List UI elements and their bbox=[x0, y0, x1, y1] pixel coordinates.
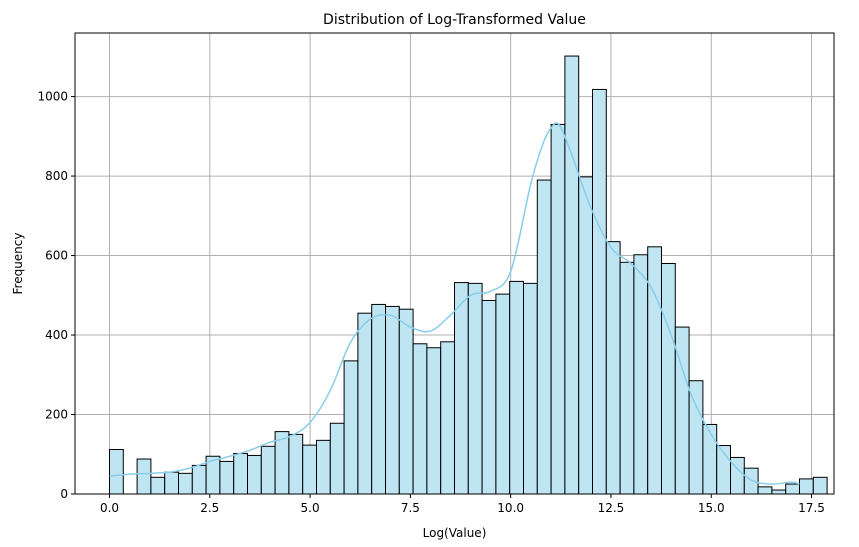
histogram-bar bbox=[440, 341, 456, 495]
x-axis-ticks: 0.0 2.5 5.0 7.5 10.0 12.5 15.0 17.5 bbox=[100, 494, 825, 515]
y-tick-label: 0 bbox=[60, 487, 68, 501]
histogram-bar bbox=[329, 422, 345, 495]
histogram-bar bbox=[343, 360, 359, 495]
histogram-bar bbox=[191, 464, 207, 495]
histogram-bar bbox=[164, 471, 179, 495]
histogram-bar bbox=[564, 55, 580, 495]
y-tick-label: 400 bbox=[45, 328, 68, 342]
x-tick-label: 7.5 bbox=[401, 501, 420, 515]
histogram-bar bbox=[605, 241, 621, 495]
y-tick-label: 1000 bbox=[37, 90, 68, 104]
kde-curve bbox=[109, 122, 800, 485]
histogram-bar bbox=[509, 280, 525, 495]
histogram-bar bbox=[799, 478, 814, 495]
histogram-bar bbox=[661, 263, 676, 495]
histogram-bar bbox=[178, 472, 193, 495]
chart-title: Distribution of Log-Transformed Value bbox=[323, 12, 586, 28]
histogram-bar bbox=[812, 476, 828, 495]
histogram-bar bbox=[260, 445, 276, 495]
histogram-bar bbox=[619, 261, 635, 495]
histogram-bar bbox=[412, 343, 428, 495]
histogram-bar bbox=[109, 448, 124, 495]
x-tick-label: 17.5 bbox=[798, 501, 825, 515]
histogram-bar bbox=[302, 444, 318, 495]
histogram-bar bbox=[467, 282, 483, 495]
histogram-bar bbox=[398, 308, 414, 495]
x-tick-label: 10.0 bbox=[497, 501, 524, 515]
histogram-bars bbox=[109, 55, 828, 495]
histogram-bar bbox=[426, 347, 442, 495]
histogram-bar bbox=[550, 123, 566, 495]
histogram-bar bbox=[385, 305, 400, 495]
histogram-bar bbox=[495, 293, 511, 495]
x-tick-label: 12.5 bbox=[598, 501, 625, 515]
histogram-bar bbox=[233, 452, 248, 495]
histogram-bar bbox=[357, 312, 373, 495]
kde-curve-group bbox=[109, 122, 800, 485]
histogram-bar bbox=[136, 458, 152, 495]
histogram-bar bbox=[743, 467, 759, 495]
histogram-bar bbox=[481, 299, 497, 495]
histogram-bar bbox=[702, 423, 718, 495]
histogram-bar bbox=[219, 460, 235, 495]
histogram-bar bbox=[771, 489, 787, 495]
histogram-bar bbox=[536, 179, 552, 495]
histogram-bar bbox=[371, 303, 387, 495]
histogram-bar bbox=[247, 454, 262, 495]
histogram-bar bbox=[288, 433, 304, 495]
x-tick-label: 2.5 bbox=[200, 501, 219, 515]
histogram-bar bbox=[523, 282, 538, 495]
histogram-bar bbox=[785, 483, 801, 495]
histogram-bar bbox=[454, 282, 469, 495]
y-tick-label: 200 bbox=[45, 408, 68, 422]
histogram-bar bbox=[316, 439, 331, 495]
x-axis-label: Log(Value) bbox=[423, 526, 487, 540]
y-tick-label: 600 bbox=[45, 249, 68, 263]
histogram-bar bbox=[633, 254, 649, 495]
x-tick-label: 0.0 bbox=[100, 501, 119, 515]
x-tick-label: 5.0 bbox=[301, 501, 320, 515]
plot-frame bbox=[74, 32, 835, 495]
histogram-bar bbox=[688, 380, 704, 495]
y-axis-ticks: 0 200 400 600 800 1000 bbox=[37, 90, 75, 501]
histogram-bar bbox=[578, 176, 594, 495]
histogram-bar bbox=[592, 88, 607, 495]
y-tick-label: 800 bbox=[45, 169, 68, 183]
histogram-bar bbox=[150, 476, 166, 495]
histogram-bar bbox=[757, 486, 773, 495]
y-axis-label: Frequency bbox=[11, 233, 25, 295]
x-tick-label: 15.0 bbox=[698, 501, 725, 515]
